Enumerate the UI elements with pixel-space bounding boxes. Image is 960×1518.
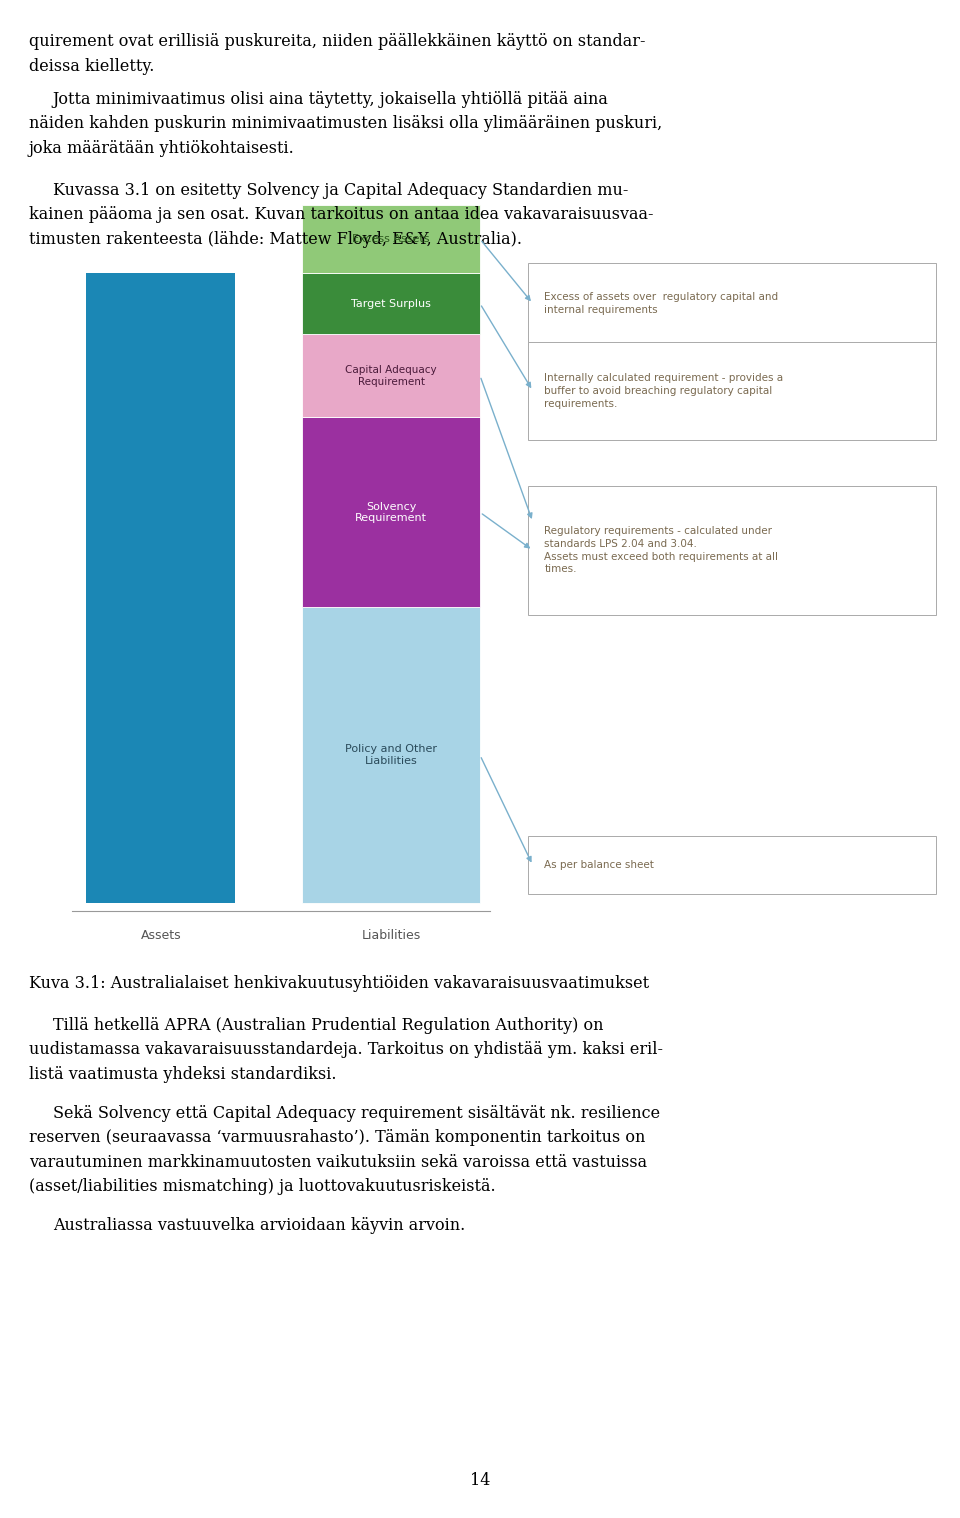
Text: Tillä hetkellä APRA (Australian Prudential Regulation Authority) on: Tillä hetkellä APRA (Australian Prudenti… [53,1017,603,1034]
Text: deissa kielletty.: deissa kielletty. [29,58,155,74]
Text: quirement ovat erillisiä puskureita, niiden päällekkäinen käyttö on standar-: quirement ovat erillisiä puskureita, nii… [29,33,645,50]
Text: timusten rakenteesta (lähde: Mattew Floyd, E&Y, Australia).: timusten rakenteesta (lähde: Mattew Floy… [29,231,522,247]
Text: varautuminen markkinamuutosten vaikutuksiin sekä varoissa että vastuissa: varautuminen markkinamuutosten vaikutuks… [29,1154,647,1170]
Text: Liabilities: Liabilities [362,929,420,943]
Text: reserven (seuraavassa ‘varmuusrahasto’). Tämän komponentin tarkoitus on: reserven (seuraavassa ‘varmuusrahasto’).… [29,1129,645,1146]
FancyBboxPatch shape [302,607,480,903]
FancyBboxPatch shape [302,417,480,607]
Text: joka määrätään yhtiökohtaisesti.: joka määrätään yhtiökohtaisesti. [29,140,295,156]
Text: Kuvassa 3.1 on esitetty Solvency ja Capital Adequacy Standardien mu-: Kuvassa 3.1 on esitetty Solvency ja Capi… [53,182,628,199]
Text: Target Surplus: Target Surplus [351,299,431,308]
FancyBboxPatch shape [86,273,235,903]
Text: Regulatory requirements - calculated under
standards LPS 2.04 and 3.04.
Assets m: Regulatory requirements - calculated und… [544,527,779,574]
Text: 14: 14 [469,1472,491,1489]
Text: uudistamassa vakavaraisuusstandardeja. Tarkoitus on yhdistää ym. kaksi eril-: uudistamassa vakavaraisuusstandardeja. T… [29,1041,662,1058]
FancyBboxPatch shape [302,205,480,273]
Text: Policy and Other
Liabilities: Policy and Other Liabilities [346,744,437,767]
Text: kainen pääoma ja sen osat. Kuvan tarkoitus on antaa idea vakavaraisuusvaa-: kainen pääoma ja sen osat. Kuvan tarkoit… [29,206,654,223]
Text: Excess Assets: Excess Assets [352,234,430,244]
FancyBboxPatch shape [302,334,480,417]
Text: Kuva 3.1: Australialaiset henkivakuutusyhtiöiden vakavaraisuusvaatimukset: Kuva 3.1: Australialaiset henkivakuutusy… [29,975,649,991]
Text: Jotta minimivaatimus olisi aina täytetty, jokaisella yhtiöllä pitää aina: Jotta minimivaatimus olisi aina täytetty… [53,91,609,108]
FancyBboxPatch shape [528,263,936,345]
Text: Australiassa vastuuvelka arvioidaan käyvin arvoin.: Australiassa vastuuvelka arvioidaan käyv… [53,1217,465,1234]
Text: Assets: Assets [140,929,181,943]
FancyBboxPatch shape [528,486,936,615]
Text: (asset/liabilities mismatching) ja luottovakuutusriskeistä.: (asset/liabilities mismatching) ja luott… [29,1178,495,1195]
FancyBboxPatch shape [302,273,480,334]
Text: As per balance sheet: As per balance sheet [544,861,654,870]
Text: Excess of assets over  regulatory capital and
internal requirements: Excess of assets over regulatory capital… [544,291,779,316]
Text: Internally calculated requirement - provides a
buffer to avoid breaching regulat: Internally calculated requirement - prov… [544,373,783,408]
FancyBboxPatch shape [528,836,936,894]
Text: listä vaatimusta yhdeksi standardiksi.: listä vaatimusta yhdeksi standardiksi. [29,1066,336,1082]
Text: näiden kahden puskurin minimivaatimusten lisäksi olla ylimääräinen puskuri,: näiden kahden puskurin minimivaatimusten… [29,115,662,132]
FancyBboxPatch shape [528,342,936,440]
Text: Solvency
Requirement: Solvency Requirement [355,501,427,524]
Text: Capital Adequacy
Requirement: Capital Adequacy Requirement [346,364,437,387]
Text: Sekä Solvency että Capital Adequacy requirement sisältävät nk. resilience: Sekä Solvency että Capital Adequacy requ… [53,1105,660,1122]
